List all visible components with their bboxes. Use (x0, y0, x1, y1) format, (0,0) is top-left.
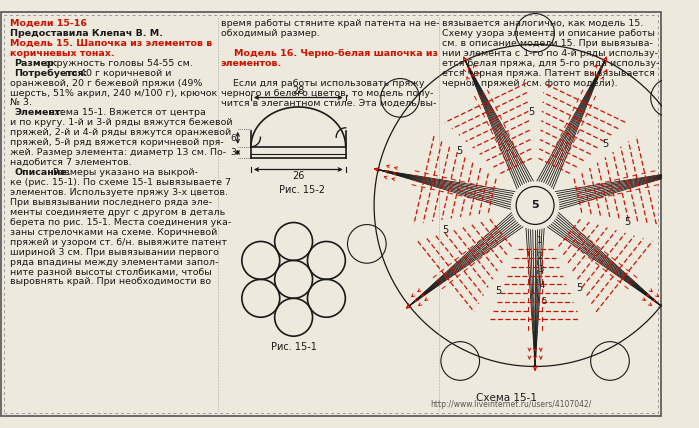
Text: время работы стяните край патента на не-: время работы стяните край патента на не- (221, 19, 439, 28)
Text: элементов. Используете пряжу 3-х цветов.: элементов. Используете пряжу 3-х цветов. (10, 188, 229, 197)
Text: Схему узора элемента и описание работы: Схему узора элемента и описание работы (442, 29, 655, 38)
Text: 5: 5 (531, 200, 539, 211)
Text: При вывязывании последнего ряда эле-: При вывязывании последнего ряда эле- (10, 198, 212, 207)
Text: 5: 5 (528, 107, 534, 117)
Text: нии элемента с 1-го по 4-й ряды использу-: нии элемента с 1-го по 4-й ряды использу… (442, 49, 658, 58)
Text: пряжей и узором ст. б/н. вывяжите патент: пряжей и узором ст. б/н. вывяжите патент (10, 238, 227, 247)
Text: коричневых тонах.: коричневых тонах. (10, 49, 115, 58)
Text: Рис. 15-1: Рис. 15-1 (271, 342, 317, 352)
Text: шерсть, 51% акрил, 240 м/100 г), крючок: шерсть, 51% акрил, 240 м/100 г), крючок (10, 89, 217, 98)
Text: Потребуется:: Потребуется: (14, 68, 87, 78)
Text: см. в описание модели 15. При вывязыва-: см. в описание модели 15. При вывязыва- (442, 39, 653, 48)
Text: Размеры указано на выкрой-: Размеры указано на выкрой- (50, 168, 198, 177)
Text: № 3.: № 3. (10, 98, 32, 107)
Text: ется белая пряжа, для 5-го ряда использу-: ется белая пряжа, для 5-го ряда использу… (442, 59, 660, 68)
Text: вязывается аналогично, как модель 15.: вязывается аналогично, как модель 15. (442, 19, 644, 28)
Text: Рис. 15-2: Рис. 15-2 (280, 184, 326, 195)
Text: Схема 15-1: Схема 15-1 (476, 393, 538, 404)
Text: 5: 5 (576, 283, 582, 293)
Text: ке (рис. 15-1). По схеме 15-1 вывязываете 7: ке (рис. 15-1). По схеме 15-1 вывязывает… (10, 178, 231, 187)
Text: 6: 6 (230, 134, 236, 143)
Text: 5: 5 (624, 217, 630, 227)
Text: 5: 5 (442, 225, 448, 235)
Text: пряжей, 5-й ряд вяжется коричневой пря-: пряжей, 5-й ряд вяжется коричневой пря- (10, 138, 224, 147)
Text: выровнять край. При необходимости во: выровнять край. При необходимости во (10, 277, 212, 286)
Text: 28: 28 (292, 86, 305, 95)
Text: заны стрелочками на схеме. Коричневой: заны стрелочками на схеме. Коричневой (10, 228, 218, 237)
Text: ется черная пряжа. Патент вывязывается: ется черная пряжа. Патент вывязывается (442, 68, 655, 77)
Text: окружность головы 54-55 см.: окружность головы 54-55 см. (42, 59, 193, 68)
Text: Элемент:: Элемент: (14, 108, 64, 117)
Text: схема 15-1. Вяжется от центра: схема 15-1. Вяжется от центра (46, 108, 206, 117)
Text: Модель 16. Черно-белая шапочка из: Модель 16. Черно-белая шапочка из (221, 49, 438, 58)
Text: менты соединяете друг с другом в деталь: менты соединяете друг с другом в деталь (10, 208, 226, 217)
Text: чится в элегантном стиле. Эта модель вы-: чится в элегантном стиле. Эта модель вы- (221, 98, 436, 107)
Text: обходимый размер.: обходимый размер. (221, 29, 319, 38)
Text: и по кругу. 1-й и 3-й ряды вяжутся бежевой: и по кругу. 1-й и 3-й ряды вяжутся бежев… (10, 119, 233, 128)
Text: ните разной высоты столбиками, чтобы: ните разной высоты столбиками, чтобы (10, 268, 212, 276)
Text: 5: 5 (541, 297, 547, 306)
Text: элементов.: элементов. (221, 59, 282, 68)
Text: черного и белого цветов, то модель полу-: черного и белого цветов, то модель полу- (221, 89, 433, 98)
Text: Размер:: Размер: (14, 59, 58, 68)
Text: надобится 7 элементов.: надобится 7 элементов. (10, 158, 132, 167)
Text: 5: 5 (456, 146, 463, 156)
Text: 3: 3 (230, 148, 236, 157)
Text: 5: 5 (496, 286, 501, 296)
Text: жей. Размер элемента: диаметр 13 см. По-: жей. Размер элемента: диаметр 13 см. По- (10, 148, 226, 157)
Text: 26: 26 (292, 171, 305, 181)
Text: оранжевой, 20 г бежевой пряжи (49%: оранжевой, 20 г бежевой пряжи (49% (10, 79, 203, 88)
Text: берета по рис. 15-1. Места соединения ука-: берета по рис. 15-1. Места соединения ук… (10, 218, 231, 227)
Text: Модели 15-16: Модели 15-16 (10, 19, 87, 28)
Text: 5: 5 (603, 139, 609, 149)
Text: пряжей, 2-й и 4-й ряды вяжутся оранжевой: пряжей, 2-й и 4-й ряды вяжутся оранжевой (10, 128, 231, 137)
Text: черной пряжей (см. фото модели).: черной пряжей (см. фото модели). (442, 79, 618, 88)
Text: Описание.: Описание. (14, 168, 71, 177)
Text: шириной 3 см. При вывязывании первого: шириной 3 см. При вывязывании первого (10, 248, 219, 257)
Text: по 40 г коричневой и: по 40 г коричневой и (62, 68, 171, 77)
Text: 4: 4 (540, 281, 545, 290)
Text: http://www.liveinternet.ru/users/4107042/: http://www.liveinternet.ru/users/4107042… (431, 400, 592, 409)
Text: Если для работы использовать пряжу: Если для работы использовать пряжу (221, 79, 424, 88)
Text: ряда впадины между элементами запол-: ряда впадины между элементами запол- (10, 258, 219, 267)
Text: 3: 3 (538, 265, 544, 274)
Text: 2: 2 (537, 252, 542, 261)
Text: Модель 15. Шапочка из элементов в: Модель 15. Шапочка из элементов в (10, 39, 212, 48)
Text: Предоставила Клепач В. М.: Предоставила Клепач В. М. (10, 29, 164, 38)
Text: 1: 1 (535, 236, 541, 245)
